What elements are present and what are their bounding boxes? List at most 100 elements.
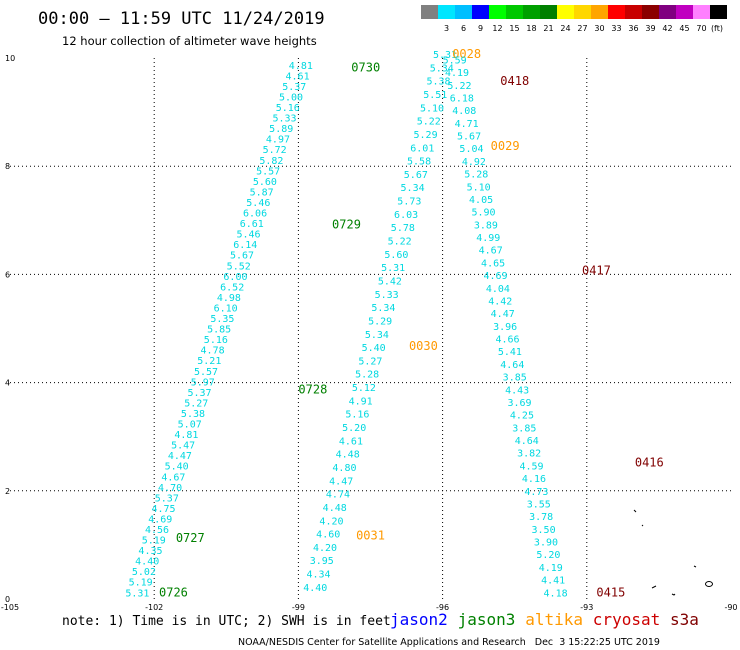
swh-value: 4.47 bbox=[491, 309, 515, 320]
swh-value: 5.31 bbox=[381, 263, 405, 274]
time-label: 0418 bbox=[500, 74, 529, 88]
swh-value: 5.40 bbox=[165, 462, 189, 473]
swh-value: 5.27 bbox=[184, 398, 208, 409]
swh-value: 5.34 bbox=[371, 303, 395, 314]
swh-value: 5.33 bbox=[272, 114, 296, 125]
swh-value: 5.28 bbox=[464, 170, 488, 181]
swh-value: 5.72 bbox=[263, 145, 287, 156]
swh-value: 4.71 bbox=[455, 119, 479, 130]
swh-value: 4.81 bbox=[174, 430, 198, 441]
swh-value: 4.67 bbox=[479, 246, 503, 257]
color-bin-label: 42 bbox=[662, 24, 672, 33]
swh-value: 3.85 bbox=[512, 423, 536, 434]
color-bin-label: 30 bbox=[594, 24, 604, 33]
swh-value: 5.37 bbox=[187, 388, 211, 399]
x-tick-label: -105 bbox=[1, 603, 19, 612]
swh-value: 4.99 bbox=[476, 233, 500, 244]
swh-value: 5.34 bbox=[401, 183, 425, 194]
x-tick-label: -93 bbox=[580, 603, 593, 612]
color-bin-label: 21 bbox=[543, 24, 553, 33]
time-label: 0729 bbox=[332, 217, 361, 231]
x-tick-label: -96 bbox=[436, 603, 449, 612]
swh-value: 5.19 bbox=[129, 578, 153, 589]
swh-value: 4.25 bbox=[510, 411, 534, 422]
swh-value: 3.96 bbox=[493, 322, 517, 333]
swh-value: 4.60 bbox=[316, 530, 340, 541]
y-tick-label: 0 bbox=[5, 595, 10, 604]
swh-value: 5.20 bbox=[536, 550, 560, 561]
swh-value: 4.20 bbox=[313, 543, 337, 554]
swh-value: 5.37 bbox=[155, 493, 179, 504]
swh-value: 4.34 bbox=[306, 570, 330, 581]
time-label: 0028 bbox=[452, 47, 481, 61]
swh-value: 6.52 bbox=[220, 282, 244, 293]
color-unit-label: (ft) bbox=[711, 24, 723, 33]
swh-value: 4.59 bbox=[520, 461, 544, 472]
swh-value: 5.52 bbox=[227, 261, 251, 272]
legend-jason3: jason3 bbox=[458, 610, 516, 629]
swh-value: 3.95 bbox=[310, 556, 334, 567]
swh-value: 4.41 bbox=[541, 576, 565, 587]
color-bin bbox=[591, 5, 608, 19]
chart-subtitle: 12 hour collection of altimeter wave hei… bbox=[62, 34, 317, 48]
swh-value: 5.67 bbox=[404, 170, 428, 181]
swh-value: 4.67 bbox=[161, 472, 185, 483]
track-s3a: 5.59 4.19 5.226.18 4.08 4.71 5.675.04 4.92 5.28… bbox=[443, 55, 664, 599]
swh-value: 3.90 bbox=[534, 538, 558, 549]
y-tick-label: 8 bbox=[5, 162, 10, 171]
swh-value: 5.34 bbox=[430, 63, 454, 74]
x-tick-label: -90 bbox=[724, 603, 737, 612]
swh-value: 6.61 bbox=[240, 219, 264, 230]
swh-value: 5.67 bbox=[230, 251, 254, 262]
swh-value: 5.73 bbox=[397, 197, 421, 208]
swh-value: 5.46 bbox=[246, 198, 270, 209]
satellite-legend: jason2 jason3 altika cryosat s3a bbox=[390, 610, 699, 629]
color-bin bbox=[557, 5, 574, 19]
swh-value: 5.67 bbox=[457, 132, 481, 143]
swh-value: 6.10 bbox=[214, 303, 238, 314]
swh-value: 5.22 bbox=[417, 117, 441, 128]
color-bin-label: 3 bbox=[444, 24, 449, 33]
color-bin bbox=[608, 5, 625, 19]
swh-value: 4.47 bbox=[168, 451, 192, 462]
swh-value: 5.21 bbox=[197, 356, 221, 367]
swh-value: 5.38 bbox=[426, 77, 450, 88]
swh-value: 6.00 bbox=[223, 272, 247, 283]
time-label: 0416 bbox=[635, 455, 664, 469]
legend-altika: altika bbox=[525, 610, 583, 629]
swh-value: 5.57 bbox=[194, 367, 218, 378]
swh-value: 4.65 bbox=[481, 258, 505, 269]
swh-value: 4.64 bbox=[500, 360, 524, 371]
chart-title: 00:00 – 11:59 UTC 11/24/2019 bbox=[38, 9, 325, 29]
color-bin bbox=[676, 5, 693, 19]
swh-value: 5.89 bbox=[269, 124, 293, 135]
swh-value: 4.74 bbox=[326, 490, 350, 501]
swh-value: 3.69 bbox=[507, 398, 531, 409]
swh-value: 5.19 bbox=[142, 536, 166, 547]
swh-value: 4.73 bbox=[524, 487, 548, 498]
lat-lon-grid bbox=[10, 58, 731, 599]
color-bin-label: 9 bbox=[478, 24, 483, 33]
swh-value: 5.87 bbox=[250, 187, 274, 198]
swh-value: 6.06 bbox=[243, 209, 267, 220]
swh-value: 5.28 bbox=[355, 370, 379, 381]
swh-value: 4.43 bbox=[505, 385, 529, 396]
color-bin bbox=[472, 5, 489, 19]
swh-value: 5.51 bbox=[423, 90, 447, 101]
swh-value: 5.07 bbox=[178, 420, 202, 431]
y-tick-label: 10 bbox=[5, 54, 15, 63]
swh-value: 5.02 bbox=[132, 567, 156, 578]
legend-cryosat: cryosat bbox=[593, 610, 660, 629]
time-label: 0417 bbox=[582, 263, 611, 277]
color-bin-label: 27 bbox=[577, 24, 587, 33]
color-bin bbox=[523, 5, 540, 19]
swh-value: 4.64 bbox=[515, 436, 539, 447]
swh-value: 5.47 bbox=[171, 441, 195, 452]
swh-value: 4.66 bbox=[495, 335, 519, 346]
color-bin bbox=[489, 5, 506, 19]
swh-value: 5.29 bbox=[368, 316, 392, 327]
color-bin-label: 36 bbox=[628, 24, 638, 33]
time-label: 0031 bbox=[356, 528, 385, 542]
color-bin-label: 70 bbox=[696, 24, 706, 33]
swh-value: 5.16 bbox=[276, 103, 300, 114]
